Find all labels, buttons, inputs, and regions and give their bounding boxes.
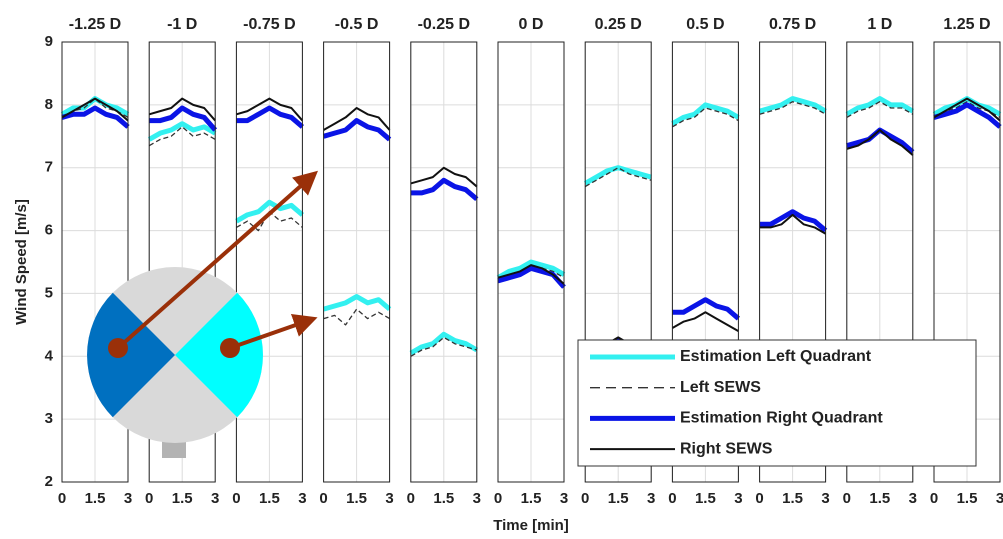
x-tick-label: 1.5	[869, 490, 890, 507]
panel: 0 1.5 3 2 3 4 5 6 7 8 9 -1.25 D	[45, 16, 133, 507]
panel-title: -1.25 D	[69, 16, 121, 33]
x-tick-label: 0	[319, 490, 327, 507]
x-tick-label: 0	[58, 490, 66, 507]
x-tick-label: 0	[407, 490, 415, 507]
x-tick-label: 3	[734, 490, 742, 507]
x-tick-label: 3	[560, 490, 568, 507]
panel: 0 1.5 3 -0.25 D	[407, 16, 481, 507]
panel-title: 0.5 D	[686, 16, 724, 33]
panel: 0 1.5 3 0 D	[494, 16, 568, 507]
x-tick-label: 0	[755, 490, 763, 507]
y-tick-label: 8	[45, 96, 53, 113]
x-axis-label: Time [min]	[493, 517, 569, 534]
y-tick-label: 4	[45, 347, 54, 364]
y-tick-label: 5	[45, 284, 53, 301]
x-tick-label: 1.5	[433, 490, 454, 507]
x-tick-label: 0	[145, 490, 153, 507]
legend-label: Estimation Right Quadrant	[680, 410, 883, 427]
legend-label: Left SEWS	[680, 379, 761, 396]
x-tick-label: 1.5	[695, 490, 716, 507]
x-tick-label: 3	[821, 490, 829, 507]
panel-title: -0.75 D	[243, 16, 295, 33]
y-tick-label: 2	[45, 473, 53, 490]
x-tick-label: 3	[124, 490, 132, 507]
legend-label: Right SEWS	[680, 440, 773, 457]
legend-label: Estimation Left Quadrant	[680, 348, 872, 365]
x-tick-label: 3	[385, 490, 393, 507]
x-tick-label: 1.5	[172, 490, 193, 507]
x-tick-label: 0	[494, 490, 502, 507]
panel-title: 0.25 D	[595, 16, 642, 33]
panel-title: 0 D	[519, 16, 544, 33]
y-tick-label: 9	[45, 33, 53, 50]
panel-title: 1 D	[867, 16, 892, 33]
x-tick-label: 1.5	[85, 490, 106, 507]
legend: Estimation Left Quadrant Left SEWS Estimat…	[578, 340, 976, 466]
panel: 0 1.5 3 -0.75 D	[232, 16, 306, 507]
x-tick-label: 3	[298, 490, 306, 507]
x-tick-label: 3	[473, 490, 481, 507]
point	[220, 338, 240, 358]
x-tick-label: 0	[843, 490, 851, 507]
panel-title: -1 D	[167, 16, 197, 33]
x-tick-label: 0	[232, 490, 240, 507]
x-tick-label: 1.5	[957, 490, 978, 507]
y-tick-label: 7	[45, 159, 53, 176]
x-tick-label: 3	[909, 490, 917, 507]
panel-title: -0.5 D	[335, 16, 379, 33]
y-tick-label: 3	[45, 410, 53, 427]
x-tick-label: 1.5	[259, 490, 280, 507]
panel-title: 1.25 D	[943, 16, 990, 33]
x-tick-label: 1.5	[782, 490, 803, 507]
y-axis-label: Wind Speed [m/s]	[13, 199, 30, 325]
x-tick-label: 3	[211, 490, 219, 507]
x-tick-label: 3	[996, 490, 1003, 507]
x-tick-label: 0	[668, 490, 676, 507]
x-tick-label: 1.5	[521, 490, 542, 507]
panel-title: 0.75 D	[769, 16, 816, 33]
x-tick-label: 0	[581, 490, 589, 507]
point	[108, 338, 128, 358]
x-tick-label: 1.5	[608, 490, 629, 507]
panel-title: -0.25 D	[418, 16, 470, 33]
chart: 0 1.5 3 2 3 4 5 6 7 8 9 -1.25 D 0 1.5 3 -1 D 0 1.5 3 -0.75 …	[0, 0, 1003, 539]
y-tick-label: 6	[45, 222, 53, 239]
x-tick-label: 0	[930, 490, 938, 507]
panel: 0 1.5 3 -0.5 D	[319, 16, 393, 507]
x-tick-label: 1.5	[346, 490, 367, 507]
x-tick-label: 3	[647, 490, 655, 507]
